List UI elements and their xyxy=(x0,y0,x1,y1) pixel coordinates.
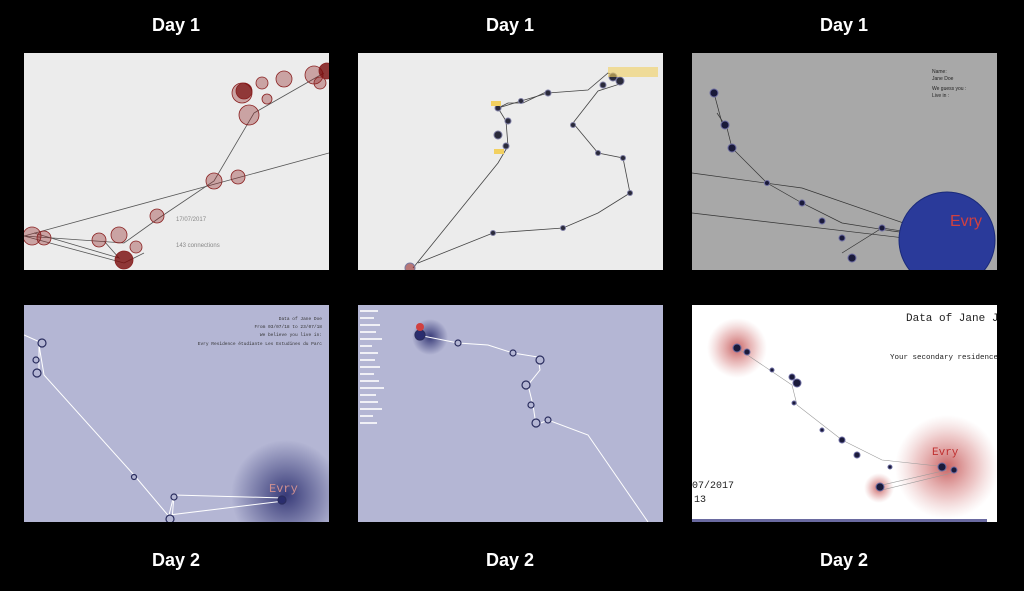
panel-label: Day 2 xyxy=(152,550,200,570)
city: Evry xyxy=(932,447,959,459)
date: 07/2017 xyxy=(692,480,734,492)
place-highlights xyxy=(491,67,658,154)
city: Evry xyxy=(950,213,982,230)
nodes xyxy=(732,343,958,492)
timeline xyxy=(692,519,987,522)
home-cluster xyxy=(898,191,996,270)
nodes xyxy=(24,62,329,270)
panel: Evry Name: Jane Doe We guess you : Live … xyxy=(692,53,997,270)
edges xyxy=(736,347,953,491)
info-block: Data of Jane Doe From 03/07/18 to 23/07/… xyxy=(198,316,323,347)
panel-label: Day 1 xyxy=(152,15,200,35)
count: 13 xyxy=(694,495,706,506)
panel xyxy=(358,53,663,270)
panel: Evry Data of Jane J Your secondary resid… xyxy=(692,305,998,522)
home-glow xyxy=(231,440,329,522)
info: Jane Doe xyxy=(932,76,954,82)
panel-label: Day 1 xyxy=(486,15,534,35)
info: Data of Jane Doe xyxy=(279,316,323,322)
date: 17/07/2017 xyxy=(176,217,207,223)
title: Data of Jane J xyxy=(906,313,998,325)
panel-label: Day 2 xyxy=(820,550,868,570)
info: From 03/07/18 to 23/07/18 xyxy=(254,324,322,330)
nodes xyxy=(709,88,886,263)
panel xyxy=(358,305,663,522)
marker xyxy=(416,323,424,331)
panel-label: Day 1 xyxy=(820,15,868,35)
panel-label: Day 2 xyxy=(486,550,534,570)
info: Live in : xyxy=(932,93,949,99)
nodes xyxy=(32,338,287,522)
connections: 143 connections xyxy=(176,243,220,249)
info: We guess you : xyxy=(932,86,966,92)
nodes xyxy=(404,72,633,270)
panel: Evry Data of Jane Doe From 03/07/18 to 2… xyxy=(24,305,329,522)
panel-bg xyxy=(24,53,329,270)
sidebar-list xyxy=(360,310,384,424)
panel: 17/07/2017 143 connections xyxy=(24,53,329,270)
info: We believe you live in: xyxy=(260,332,322,338)
info: Name: xyxy=(932,69,947,75)
info: Your secondary residence xyxy=(890,354,998,362)
info: Evry Residence étudiante Les Estudines d… xyxy=(198,341,323,347)
edges xyxy=(417,334,649,522)
panel-bg xyxy=(358,305,663,522)
city: Evry xyxy=(269,482,298,496)
panel-bg xyxy=(358,53,663,270)
